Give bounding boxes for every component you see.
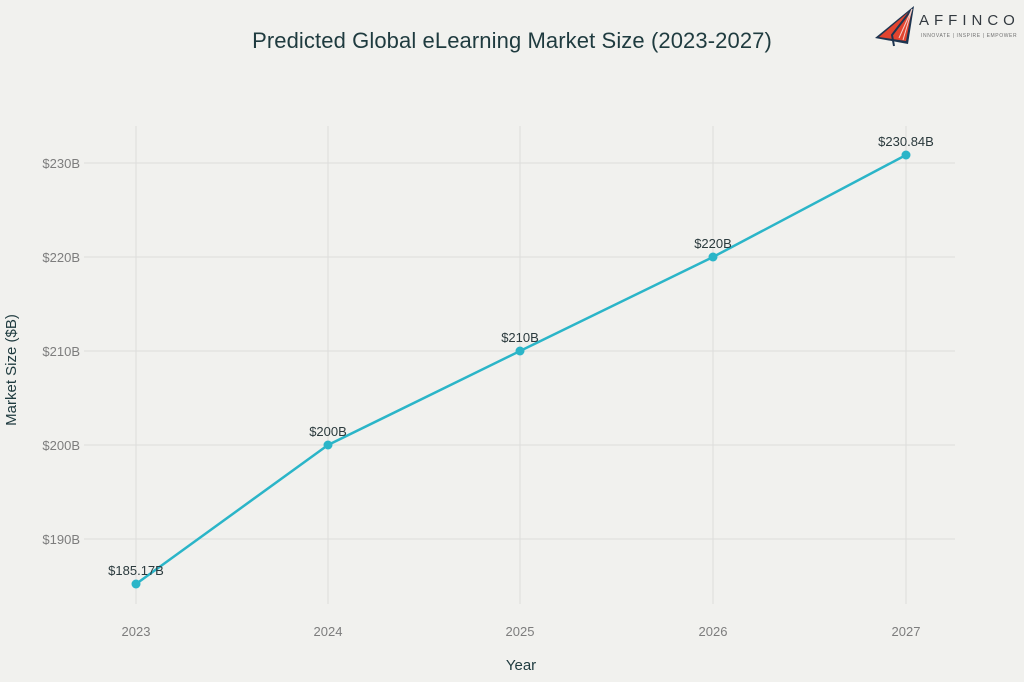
data-label: $220B xyxy=(694,236,732,251)
y-axis-label: Market Size ($B) xyxy=(3,314,20,426)
xtick-label: 2027 xyxy=(892,624,921,639)
chart-title: Predicted Global eLearning Market Size (… xyxy=(252,28,772,53)
data-point[interactable] xyxy=(515,346,525,356)
logo-name: AFFINCO xyxy=(919,12,1020,29)
logo-tagline: INNOVATE | INSPIRE | EMPOWER xyxy=(921,33,1018,39)
brand-logo: AFFINCO INNOVATE | INSPIRE | EMPOWER xyxy=(872,4,1022,48)
data-point[interactable] xyxy=(131,579,141,589)
ytick-label: $230B xyxy=(42,156,80,171)
series-line xyxy=(135,153,907,586)
data-label: $210B xyxy=(501,330,539,345)
xtick-label: 2025 xyxy=(506,624,535,639)
paper-plane-icon xyxy=(875,6,914,47)
data-labels: $185.17B $200B $210B $220B $230.84B xyxy=(108,134,934,578)
data-point[interactable] xyxy=(901,150,911,160)
ytick-label: $210B xyxy=(42,344,80,359)
xtick-label: 2026 xyxy=(699,624,728,639)
data-series xyxy=(131,150,911,589)
ytick-label: $220B xyxy=(42,250,80,265)
data-point[interactable] xyxy=(323,440,333,450)
y-axis-ticks: $230B $220B $210B $200B $190B xyxy=(42,156,80,547)
xtick-label: 2024 xyxy=(314,624,343,639)
x-axis-ticks: 2023 2024 2025 2026 2027 xyxy=(122,624,921,639)
data-label: $185.17B xyxy=(108,563,164,578)
x-axis-label: Year xyxy=(506,657,536,674)
ytick-label: $190B xyxy=(42,532,80,547)
data-point[interactable] xyxy=(708,252,718,262)
data-label: $200B xyxy=(309,424,347,439)
xtick-label: 2023 xyxy=(122,624,151,639)
ytick-label: $200B xyxy=(42,438,80,453)
data-label: $230.84B xyxy=(878,134,934,149)
